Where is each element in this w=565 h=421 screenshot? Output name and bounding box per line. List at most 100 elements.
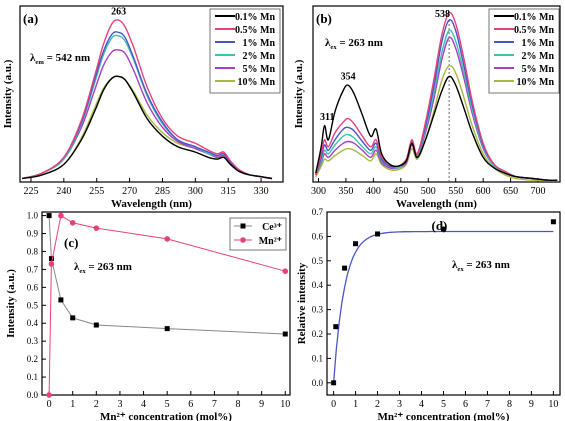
panel-c: 0 1 2 3 4 5 6 7 8 9 10 0.0 0.1 0.2 0.3 0.4 0.5 0.6 0.7 0.8 0… xyxy=(5,211,291,421)
panel-c-x-tick-label: 9 xyxy=(259,399,264,410)
panel-d-x-tick-label: 8 xyxy=(507,399,512,410)
panel-c-x-tick-label: 0 xyxy=(47,399,52,410)
panel-d-annotation: λex = 263 nm xyxy=(452,259,510,273)
panel-c-y-tick-label: 0.6 xyxy=(27,282,39,292)
panel-d-y-tick-label: 0.4 xyxy=(312,280,324,290)
panel-c-y-tick-label: 0.3 xyxy=(27,336,39,346)
panel-c-point xyxy=(46,392,52,398)
panel-c-point xyxy=(58,212,64,219)
legend-label: 5% Mn xyxy=(522,64,555,75)
legend-label: 0.5% Mn xyxy=(235,25,275,36)
panel-b-x-tick-label: 400 xyxy=(366,186,381,197)
legend-label: 0.1% Mn xyxy=(235,12,275,23)
panel-b-series-line xyxy=(315,75,558,182)
panel-b-x-tick-label: 350 xyxy=(338,186,353,197)
panel-c-y-tick-label: 0.0 xyxy=(27,390,39,400)
panel-b-label: (b) xyxy=(316,11,332,26)
panel-b-series-line xyxy=(315,11,558,182)
panel-d: 0 1 2 3 4 5 6 7 8 9 10 0.0 0.1 0.2 0.3 0.4 0.5 0.6 0.7 (d) λ… xyxy=(296,207,561,421)
panel-c-x-tick-label: 4 xyxy=(141,399,146,410)
panel-b-x-tick-label: 550 xyxy=(448,186,463,197)
panel-b-peak-label: 354 xyxy=(341,72,356,83)
panel-a-x-tick-label: 270 xyxy=(122,186,137,197)
panel-a-x-tick-label: 285 xyxy=(155,186,170,197)
panel-a-series-line xyxy=(22,75,273,180)
panel-c-point xyxy=(164,326,170,332)
panel-c-y-tick-label: 0.5 xyxy=(27,300,39,310)
panel-a-x-tick-label: 240 xyxy=(56,186,71,197)
panel-d-x-tick-label: 1 xyxy=(353,399,358,410)
panel-b-x-tick-label: 300 xyxy=(311,186,326,197)
panel-a-x-tick-label: 315 xyxy=(221,186,236,197)
panel-b: 300 350 400 450 500 550 600 650 700 (b) λex = 263 … xyxy=(293,5,561,210)
panel-d-xlabel: Mn²⁺ concentration (mol%) xyxy=(378,411,510,421)
panel-c-point xyxy=(93,225,100,231)
panel-b-x-tick-label: 650 xyxy=(503,186,518,197)
panel-c-y-tick-label: 0.4 xyxy=(27,318,39,328)
legend-label: 2% Mn xyxy=(243,51,276,62)
panel-c-point xyxy=(282,268,289,275)
panel-d-label: (d) xyxy=(432,218,448,233)
panel-d-fit-curve xyxy=(332,230,554,383)
panel-c-y-tick-label: 1.0 xyxy=(27,211,39,221)
panel-c-y-tick-label: 0.9 xyxy=(27,229,39,239)
panel-b-legend xyxy=(488,8,560,94)
panel-c-x-tick-label: 8 xyxy=(236,399,241,410)
panel-d-y-tick-label: 0.2 xyxy=(312,329,323,339)
panel-c-y-tick-label: 0.8 xyxy=(27,246,39,256)
panel-c-legend xyxy=(229,217,287,251)
panel-a: 225 240 255 270 285 300 315 330 (a) λem = 542 nm 2… xyxy=(2,5,284,210)
panel-c-x-tick-label: 1 xyxy=(70,399,75,410)
panel-a-legend xyxy=(209,8,281,94)
panel-c-y-tick-label: 0.2 xyxy=(27,354,38,364)
panel-b-x-tick-label: 600 xyxy=(476,186,491,197)
panel-c-xlabel: Mn²⁺ concentration (mol%) xyxy=(100,411,232,421)
panel-b-ylabel: Intensity (a.u.) xyxy=(293,59,305,128)
panel-a-xlabel: Wavelength (nm) xyxy=(111,198,192,210)
panel-a-x-tick-label: 300 xyxy=(188,186,203,197)
panel-c-x-tick-label: 6 xyxy=(188,399,193,410)
panel-c-annotation: λex = 263 nm xyxy=(74,261,132,275)
panel-c-point xyxy=(46,213,52,219)
panel-c-point xyxy=(58,297,64,303)
panel-a-x-tick-label: 330 xyxy=(254,186,269,197)
panel-c-point xyxy=(69,219,76,226)
panel-c-x-tick-label: 2 xyxy=(94,399,99,410)
panel-c-frame xyxy=(41,211,291,396)
panel-a-label: (a) xyxy=(23,11,38,26)
panel-c-point xyxy=(48,261,55,267)
panel-c-x-tick-label: 3 xyxy=(117,399,122,410)
panel-d-y-tick-label: 0.3 xyxy=(312,305,324,315)
legend-label: 1% Mn xyxy=(243,38,276,49)
panel-b-xlabel: Wavelength (nm) xyxy=(396,198,477,210)
panel-d-x-tick-label: 3 xyxy=(397,399,402,410)
panel-b-x-tick-label: 500 xyxy=(421,186,436,197)
panel-d-point xyxy=(550,219,556,225)
panel-c-point xyxy=(48,256,54,262)
legend-label: Ce³⁺ xyxy=(262,222,282,233)
legend-label: 1% Mn xyxy=(522,38,555,49)
panel-c-x-tick-label: 7 xyxy=(212,399,217,410)
panel-a-frame xyxy=(19,5,284,183)
panel-d-x-tick-label: 7 xyxy=(485,399,490,410)
panel-a-x-tick-label: 225 xyxy=(23,186,38,197)
panel-c-point xyxy=(70,315,76,321)
legend-label: 10% Mn xyxy=(517,77,555,88)
panel-a-x-tick-label: 255 xyxy=(89,186,104,197)
panel-d-y-tick-label: 0.1 xyxy=(312,353,323,363)
panel-d-point xyxy=(375,231,381,237)
legend-marker xyxy=(240,223,246,229)
legend-marker xyxy=(240,237,246,243)
legend-label: Mn²⁺ xyxy=(259,236,282,247)
panel-c-y-tick-label: 0.7 xyxy=(27,264,39,274)
panel-d-y-tick-label: 0.0 xyxy=(312,378,324,388)
panel-b-peak-label: 311 xyxy=(320,112,334,123)
panel-d-point xyxy=(342,265,348,271)
panel-d-point xyxy=(353,241,359,247)
panel-d-ylabel: Relative intensity xyxy=(296,262,308,344)
panel-b-frame xyxy=(312,5,561,183)
panel-c-point xyxy=(93,322,99,328)
panel-a-peak-label: 263 xyxy=(111,7,126,18)
panel-d-x-tick-label: 6 xyxy=(463,399,468,410)
